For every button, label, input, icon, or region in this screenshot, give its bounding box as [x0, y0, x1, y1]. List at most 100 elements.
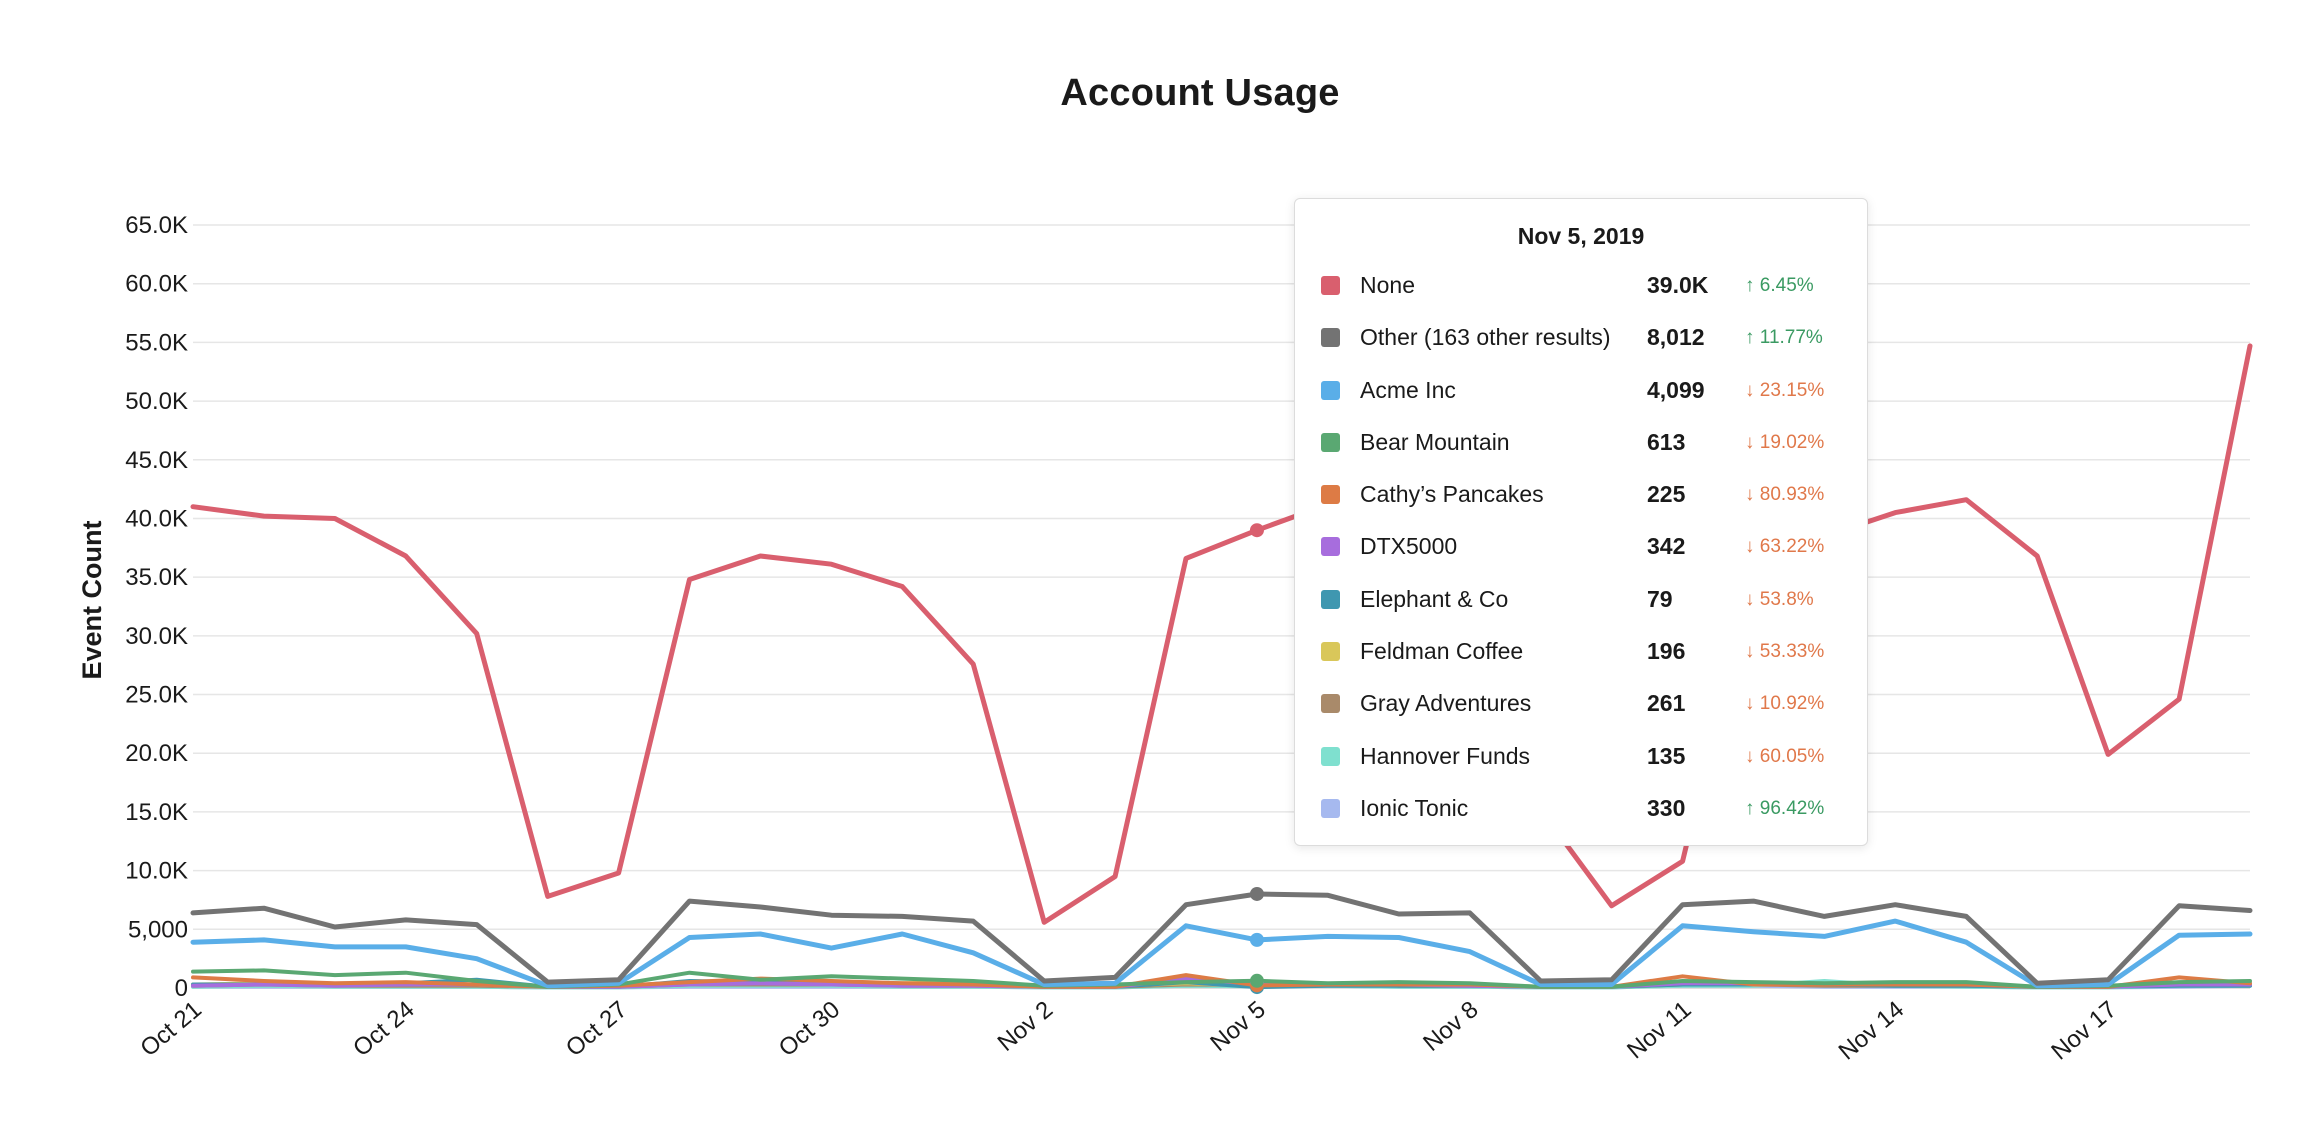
tooltip-change-percent: 53.8% [1759, 588, 1814, 610]
tooltip-series-value: 39.0K [1647, 272, 1709, 298]
y-axis-ticks: 0 5,000 10.0K 15.0K 20.0K 25.0K 30.0K 35.0K 40.0… [125, 212, 188, 1002]
arrow-up-icon: ↑ [1745, 327, 1760, 349]
tooltip-series-change: ↓ 60.05% [1745, 746, 1824, 768]
legend-swatch [1321, 746, 1340, 766]
tooltip-change-percent: 53.33% [1759, 641, 1825, 663]
tooltip-row: Cathy’s Pancakes 225 ↓ 80.93% [1295, 472, 1867, 524]
tooltip-series-change: ↓ 53.33% [1745, 641, 1824, 663]
y-tick-label: 35.0K [125, 564, 188, 591]
y-tick-label: 65.0K [125, 212, 188, 239]
y-axis-label: Event Count [77, 520, 107, 679]
arrow-down-icon: ↓ [1745, 641, 1760, 663]
y-tick-label: 10.0K [125, 858, 188, 885]
arrow-down-icon: ↓ [1745, 431, 1760, 453]
series-lines [190, 343, 2253, 990]
tooltip-series-name: Elephant & Co [1360, 585, 1509, 612]
legend-swatch [1321, 432, 1340, 452]
tooltip-series-name: Acme Inc [1360, 376, 1456, 403]
arrow-down-icon: ↓ [1745, 693, 1760, 715]
arrow-down-icon: ↓ [1745, 745, 1760, 767]
tooltip-series-value: 135 [1647, 742, 1686, 769]
tooltip-series-name: DTX5000 [1360, 533, 1458, 560]
y-tick-label: 55.0K [125, 329, 188, 356]
tooltip-date: Nov 5, 2019 [1517, 223, 1645, 249]
tooltip-change-percent: 60.05% [1759, 745, 1825, 767]
y-tick-label: 45.0K [125, 447, 188, 474]
y-tick-label: 25.0K [125, 682, 188, 709]
tooltip-series-value: 261 [1647, 690, 1686, 717]
arrow-down-icon: ↓ [1745, 379, 1760, 401]
tooltip-series-change: ↑ 11.77% [1745, 327, 1823, 349]
tooltip-row: Elephant & Co 79 ↓ 53.8% [1295, 577, 1867, 629]
tooltip-change-percent: 6.45% [1759, 275, 1814, 296]
tooltip-series-value: 342 [1647, 533, 1686, 560]
legend-swatch [1321, 798, 1340, 818]
y-tick-label: 50.0K [125, 388, 188, 415]
tooltip-rows: None 39.0K ↑ 6.45% Other (163 other results… [1295, 263, 1867, 838]
tooltip-row: Feldman Coffee 196 ↓ 53.33% [1295, 629, 1867, 681]
x-tick-label: Oct 24 [348, 996, 420, 1062]
tooltip-series-value: 613 [1647, 428, 1686, 455]
tooltip-row: Gray Adventures 261 ↓ 10.92% [1295, 681, 1867, 733]
y-tick-label: 0 [175, 975, 188, 1002]
tooltip-series-change: ↓ 23.15% [1745, 380, 1824, 402]
tooltip-series-change: ↓ 53.8% [1745, 589, 1814, 611]
tooltip-row: None 39.0K ↑ 6.45% [1295, 263, 1867, 315]
legend-swatch [1321, 694, 1340, 714]
x-tick-label: Nov 14 [1834, 996, 1910, 1066]
y-tick-label: 15.0K [125, 799, 188, 826]
legend-swatch [1321, 642, 1340, 662]
x-tick-label: Nov 5 [1205, 996, 1270, 1057]
tooltip-series-value: 196 [1647, 638, 1686, 665]
legend-swatch [1321, 485, 1340, 505]
tooltip-row: Acme Inc 4,099 ↓ 23.15% [1295, 368, 1867, 420]
hover-point [1249, 886, 1264, 901]
tooltip-series-change: ↓ 10.92% [1745, 693, 1824, 715]
x-tick-label: Oct 21 [135, 996, 207, 1062]
x-tick-label: Oct 27 [561, 996, 633, 1062]
arrow-down-icon: ↓ [1745, 536, 1760, 558]
hover-point [1249, 973, 1264, 988]
x-tick-label: Nov 8 [1418, 996, 1483, 1057]
y-tick-label: 30.0K [125, 623, 188, 650]
tooltip-series-name: None [1360, 272, 1415, 298]
arrow-down-icon: ↓ [1745, 588, 1760, 610]
series-line-acme-inc[interactable] [190, 918, 2253, 989]
tooltip-change-percent: 11.77% [1759, 327, 1823, 349]
tooltip-series-change: ↓ 80.93% [1745, 484, 1824, 506]
arrow-up-icon: ↑ [1745, 275, 1760, 296]
y-tick-label: 40.0K [125, 505, 188, 532]
tooltip-change-percent: 96.42% [1759, 797, 1825, 819]
tooltip-series-name: Bear Mountain [1360, 428, 1510, 455]
tooltip-series-value: 330 [1647, 794, 1686, 821]
tooltip-change-percent: 23.15% [1759, 379, 1825, 401]
arrow-down-icon: ↓ [1745, 484, 1760, 506]
grid-lines [193, 224, 2250, 989]
legend-swatch [1321, 589, 1340, 609]
series-line-none[interactable] [190, 343, 2253, 925]
tooltip-series-value: 4,099 [1647, 376, 1705, 403]
arrow-up-icon: ↑ [1745, 797, 1760, 819]
y-tick-label: 20.0K [125, 740, 188, 767]
hover-tooltip: Nov 5, 2019 None 39.0K ↑ 6.45% Other (163 o… [1294, 198, 1868, 846]
hover-markers [1249, 523, 1264, 995]
series-line-bear-mountain[interactable] [191, 968, 2252, 989]
tooltip-row: DTX5000 342 ↓ 63.22% [1295, 524, 1867, 576]
hover-point [1249, 523, 1264, 538]
tooltip-series-name: Other (163 other results) [1360, 324, 1611, 351]
series-line-other-163-other-results[interactable] [190, 891, 2253, 986]
tooltip-row: Hannover Funds 135 ↓ 60.05% [1295, 734, 1867, 786]
y-tick-label: 5,000 [128, 916, 188, 943]
tooltip-series-change: ↑ 96.42% [1745, 798, 1824, 820]
tooltip-change-percent: 80.93% [1759, 484, 1825, 506]
tooltip-change-percent: 19.02% [1759, 431, 1825, 453]
tooltip-change-percent: 10.92% [1759, 693, 1825, 715]
x-tick-label: Nov 11 [1622, 996, 1696, 1064]
tooltip-series-change: ↓ 19.02% [1745, 432, 1824, 454]
tooltip-series-name: Cathy’s Pancakes [1360, 481, 1544, 508]
legend-swatch [1321, 537, 1340, 557]
tooltip-series-name: Hannover Funds [1360, 742, 1531, 769]
tooltip-series-name: Gray Adventures [1360, 690, 1532, 717]
hover-point [1249, 932, 1264, 947]
